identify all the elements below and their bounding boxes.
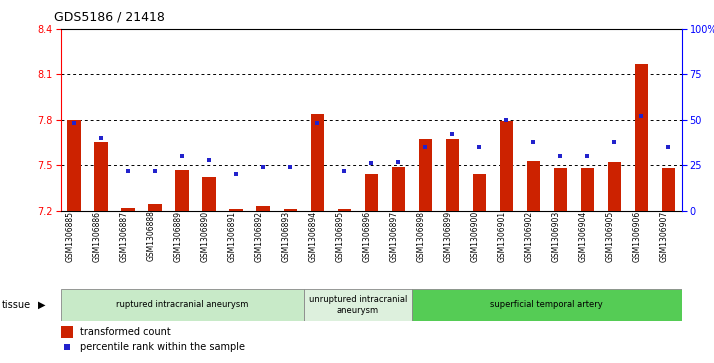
- Text: GSM1306904: GSM1306904: [578, 211, 588, 262]
- Point: [69, 121, 80, 126]
- Bar: [365, 174, 378, 211]
- Bar: [203, 177, 216, 211]
- Text: GDS5186 / 21418: GDS5186 / 21418: [54, 11, 164, 24]
- Point: [123, 168, 134, 174]
- Text: GSM1306894: GSM1306894: [308, 211, 317, 262]
- Text: transformed count: transformed count: [80, 327, 171, 337]
- Point: [663, 144, 674, 150]
- Point: [149, 168, 161, 174]
- Bar: [418, 139, 432, 211]
- Text: GSM1306885: GSM1306885: [65, 211, 74, 261]
- Point: [231, 171, 242, 177]
- Text: GSM1306899: GSM1306899: [443, 211, 452, 262]
- Bar: [311, 114, 324, 211]
- Text: tissue: tissue: [1, 300, 31, 310]
- Point: [96, 135, 107, 141]
- Text: GSM1306907: GSM1306907: [659, 211, 668, 262]
- Point: [635, 113, 647, 119]
- Bar: [121, 208, 135, 211]
- Text: GSM1306906: GSM1306906: [633, 211, 641, 262]
- Point: [528, 139, 539, 144]
- Text: GSM1306893: GSM1306893: [281, 211, 291, 262]
- Text: ruptured intracranial aneurysm: ruptured intracranial aneurysm: [116, 301, 248, 309]
- Point: [338, 168, 350, 174]
- Bar: [61, 289, 303, 321]
- Point: [176, 153, 188, 159]
- Bar: [149, 204, 162, 211]
- Text: GSM1306895: GSM1306895: [336, 211, 344, 262]
- Text: unruptured intracranial
aneurysm: unruptured intracranial aneurysm: [308, 295, 407, 315]
- Point: [446, 131, 458, 137]
- Bar: [635, 64, 648, 211]
- Text: GSM1306905: GSM1306905: [605, 211, 614, 262]
- Text: GSM1306898: GSM1306898: [416, 211, 426, 261]
- Bar: [338, 209, 351, 211]
- Bar: [446, 139, 459, 211]
- Point: [420, 144, 431, 150]
- Bar: [176, 170, 189, 211]
- Bar: [473, 174, 486, 211]
- Bar: [256, 206, 270, 211]
- Point: [501, 117, 512, 123]
- Point: [582, 153, 593, 159]
- Bar: [303, 289, 412, 321]
- Text: GSM1306897: GSM1306897: [389, 211, 398, 262]
- Bar: [662, 168, 675, 211]
- Text: GSM1306890: GSM1306890: [200, 211, 209, 262]
- Point: [203, 157, 215, 163]
- Bar: [67, 120, 81, 211]
- Text: GSM1306888: GSM1306888: [146, 211, 155, 261]
- Bar: [580, 168, 594, 211]
- Point: [285, 164, 296, 170]
- Text: GSM1306901: GSM1306901: [498, 211, 506, 262]
- Text: GSM1306886: GSM1306886: [92, 211, 101, 261]
- Point: [61, 344, 73, 350]
- Point: [366, 160, 377, 166]
- Point: [555, 153, 566, 159]
- Bar: [61, 326, 74, 338]
- Bar: [608, 162, 621, 211]
- Text: GSM1306891: GSM1306891: [227, 211, 236, 261]
- Text: superficial temporal artery: superficial temporal artery: [491, 301, 603, 309]
- Bar: [94, 142, 108, 211]
- Text: GSM1306889: GSM1306889: [174, 211, 182, 261]
- Bar: [229, 209, 243, 211]
- Text: GSM1306896: GSM1306896: [362, 211, 371, 262]
- Point: [393, 159, 404, 164]
- Text: ▶: ▶: [38, 300, 45, 310]
- Bar: [391, 167, 405, 211]
- Text: percentile rank within the sample: percentile rank within the sample: [80, 342, 246, 352]
- Text: GSM1306903: GSM1306903: [551, 211, 560, 262]
- Text: GSM1306892: GSM1306892: [254, 211, 263, 261]
- Point: [258, 164, 269, 170]
- Text: GSM1306887: GSM1306887: [119, 211, 129, 261]
- Point: [473, 144, 485, 150]
- Text: GSM1306902: GSM1306902: [524, 211, 533, 262]
- Point: [311, 121, 323, 126]
- Text: GSM1306900: GSM1306900: [471, 211, 479, 262]
- Point: [608, 139, 620, 144]
- Bar: [412, 289, 682, 321]
- Bar: [553, 168, 567, 211]
- Bar: [526, 160, 540, 211]
- Bar: [500, 121, 513, 211]
- Bar: [283, 209, 297, 211]
